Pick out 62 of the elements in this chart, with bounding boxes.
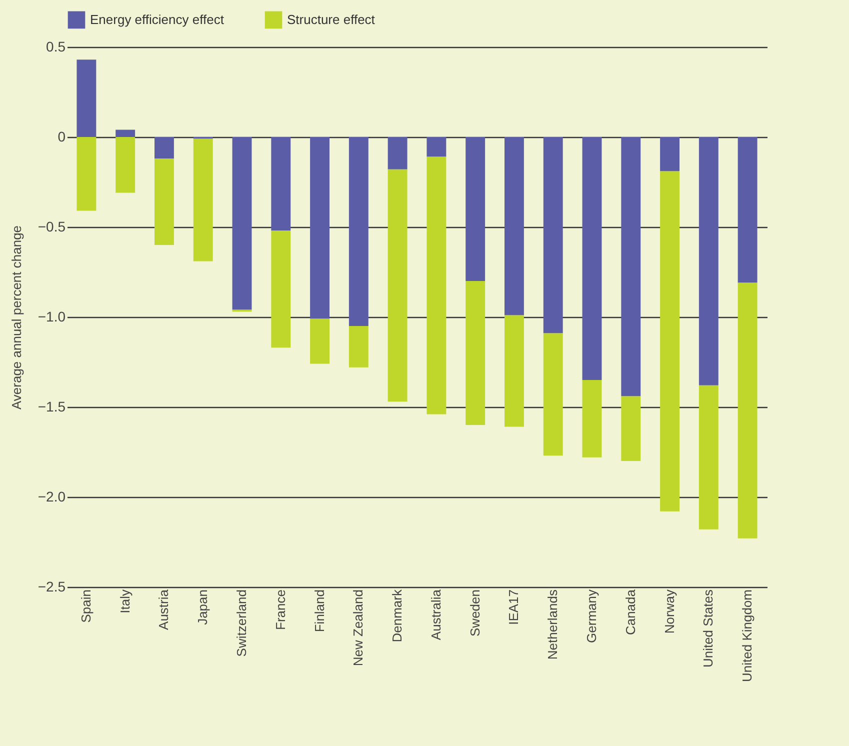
- x-tick-label: Japan: [195, 590, 210, 625]
- x-tick-label: New Zealand: [350, 590, 366, 666]
- bar: [426, 156, 446, 414]
- bar: [116, 137, 136, 193]
- x-tick-label: Canada: [622, 588, 638, 636]
- y-tick-label: 0.5: [46, 38, 66, 54]
- x-tick-label: Austria: [156, 588, 172, 630]
- x-tick-label: Denmark: [390, 589, 405, 642]
- bar: [116, 130, 136, 137]
- y-tick-label: −1.5: [38, 398, 66, 414]
- bar: [621, 137, 641, 396]
- x-tick-label: Germany: [584, 589, 599, 643]
- y-tick-label: 0: [58, 128, 66, 144]
- bar: [738, 282, 758, 538]
- bar: [582, 137, 602, 380]
- x-tick-label: France: [272, 590, 288, 630]
- bar: [76, 137, 96, 211]
- x-tick-label: Norway: [662, 589, 677, 634]
- x-tick-label: Finland: [312, 590, 327, 632]
- bar: [232, 137, 252, 310]
- bar: [310, 137, 330, 319]
- legend-label: Structure effect: [287, 12, 376, 27]
- bar: [543, 137, 563, 334]
- bar: [660, 171, 680, 512]
- bar: [271, 137, 291, 231]
- bar: [193, 138, 213, 262]
- x-tick-label: Italy: [117, 589, 132, 614]
- bar: [543, 333, 563, 456]
- bar: [348, 326, 368, 368]
- bar: [660, 137, 680, 172]
- x-tick-label: Spain: [78, 590, 94, 623]
- bar: [466, 281, 486, 425]
- bar: [504, 137, 524, 316]
- bar: [698, 385, 718, 530]
- y-axis-title: Average annual percent change: [8, 225, 24, 410]
- bar: [621, 396, 641, 461]
- x-tick-label: Sweden: [467, 590, 482, 636]
- bar: [154, 158, 174, 245]
- x-tick-label: United Kingdom: [740, 590, 755, 682]
- bar: [738, 137, 758, 283]
- x-tick-label: Australia: [428, 588, 444, 640]
- bar: [466, 137, 486, 281]
- x-tick-label: Switzerland: [234, 590, 249, 657]
- bar: [154, 137, 174, 159]
- bar: [76, 60, 96, 137]
- bar: [388, 169, 408, 402]
- bar: [310, 318, 330, 364]
- bar: [698, 137, 718, 386]
- bar: [271, 230, 291, 348]
- y-tick-label: −1.0: [38, 308, 66, 324]
- y-tick-label: −2.0: [38, 488, 66, 504]
- bar: [504, 315, 524, 427]
- legend-label: Energy efficiency effect: [90, 12, 224, 27]
- y-tick-label: −0.5: [38, 218, 66, 234]
- x-tick-label: IEA17: [506, 590, 522, 625]
- x-tick-label: United States: [700, 589, 716, 668]
- bar: [348, 137, 368, 326]
- y-tick-label: −2.5: [38, 578, 66, 594]
- bar: [388, 137, 408, 170]
- bar: [582, 380, 602, 458]
- x-tick-label: Netherlands: [545, 589, 560, 660]
- bar: [426, 137, 446, 157]
